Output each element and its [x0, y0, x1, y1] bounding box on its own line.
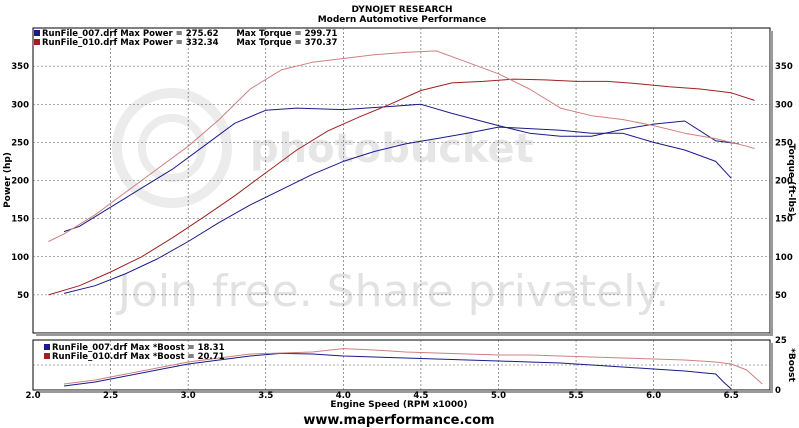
boost-axis-title-right: *Boost	[786, 348, 796, 382]
chart-header-line1: DYNOJET RESEARCH	[351, 5, 452, 15]
legend-entry-run010: RunFile_010.drf Max Power = 332.34 Max T…	[42, 38, 337, 48]
y-tick-label-left: 50	[17, 291, 29, 301]
boost-legend-swatch-run010	[44, 353, 50, 359]
y-tick-label-left: 350	[11, 62, 29, 72]
y-tick-label-left: 300	[11, 100, 29, 110]
y-tick-label-left: 150	[11, 215, 29, 225]
boost-plot-shadow	[770, 343, 773, 393]
series-line-t007	[63, 103, 740, 233]
series-line-t010	[48, 50, 755, 242]
series-line-p007	[63, 126, 732, 294]
y-tick-label-right: 100	[775, 253, 793, 263]
boost-y-tick-label: 25	[775, 336, 787, 346]
boost-line-b010	[63, 348, 763, 385]
x-tick-label: 2.5	[103, 391, 118, 401]
watermark-ring-outer	[112, 88, 232, 208]
series-line-p010	[48, 78, 755, 296]
x-tick-label: 3.0	[181, 391, 196, 401]
y-tick-label-right: 150	[775, 215, 793, 225]
y-axis-title-right: Torque (ft-lbs)	[786, 144, 796, 217]
y-tick-label-right: 50	[775, 291, 787, 301]
boost-legend-entry-run010: RunFile_010.drf Max *Boost = 20.71	[52, 352, 225, 362]
x-tick-label: 5.0	[491, 391, 506, 401]
photobucket-watermark: photobucket Join free. Share privately.	[112, 88, 669, 317]
legend-swatch-run010	[34, 39, 40, 45]
boost-legend-swatch-run007	[44, 344, 50, 350]
boost-legend: RunFile_007.drf Max *Boost = 18.31 RunFi…	[44, 343, 225, 362]
footer-url: www.maperformance.com	[303, 413, 494, 428]
legend-swatch-run007	[34, 30, 40, 36]
main-grid	[33, 28, 770, 333]
y-axis-title-left: Power (hp)	[3, 152, 13, 208]
boost-series	[63, 348, 763, 390]
boost-line-b007	[63, 352, 732, 390]
boost-plot-shadow-bottom	[36, 390, 773, 393]
x-tick-label: 4.0	[336, 391, 351, 401]
x-tick-label: 2.0	[25, 391, 40, 401]
x-axis-title: Engine Speed (RPM x1000)	[330, 400, 467, 410]
x-tick-label: 4.5	[413, 391, 428, 401]
boost-grid	[33, 340, 770, 390]
y-tick-label-right: 300	[775, 100, 793, 110]
y-tick-label-right: 350	[775, 62, 793, 72]
y-tick-label-left: 250	[11, 138, 29, 148]
x-tick-label: 6.0	[646, 391, 661, 401]
main-series	[48, 50, 755, 296]
chart-header-line2: Modern Automotive Performance	[318, 15, 487, 25]
x-tick-label: 3.5	[258, 391, 273, 401]
main-legend: RunFile_007.drf Max Power = 275.62 Max T…	[34, 29, 337, 48]
y-tick-label-right: 250	[775, 138, 793, 148]
x-tick-label: 6.5	[724, 391, 739, 401]
main-plot-shadow-bottom	[36, 333, 773, 336]
x-tick-label: 5.5	[569, 391, 584, 401]
watermark-logo-text: photobucket	[250, 126, 534, 172]
boost-y-tick-label: 0	[775, 386, 781, 396]
legend-entry-run007: RunFile_007.drf Max Power = 275.62 Max T…	[42, 29, 337, 39]
boost-legend-entry-run007: RunFile_007.drf Max *Boost = 18.31	[52, 343, 225, 353]
watermark-tagline: Join free. Share privately.	[115, 266, 669, 317]
y-tick-label-right: 200	[775, 177, 793, 187]
y-tick-label-left: 100	[11, 253, 29, 263]
y-tick-label-left: 200	[11, 177, 29, 187]
axis-ticks: 2.0 2.5 3.0 3.5 4.0 4.5 5.0 5.5 6.0 6.5 50 50 100 100…	[11, 62, 793, 401]
main-plot-shadow	[770, 31, 773, 336]
